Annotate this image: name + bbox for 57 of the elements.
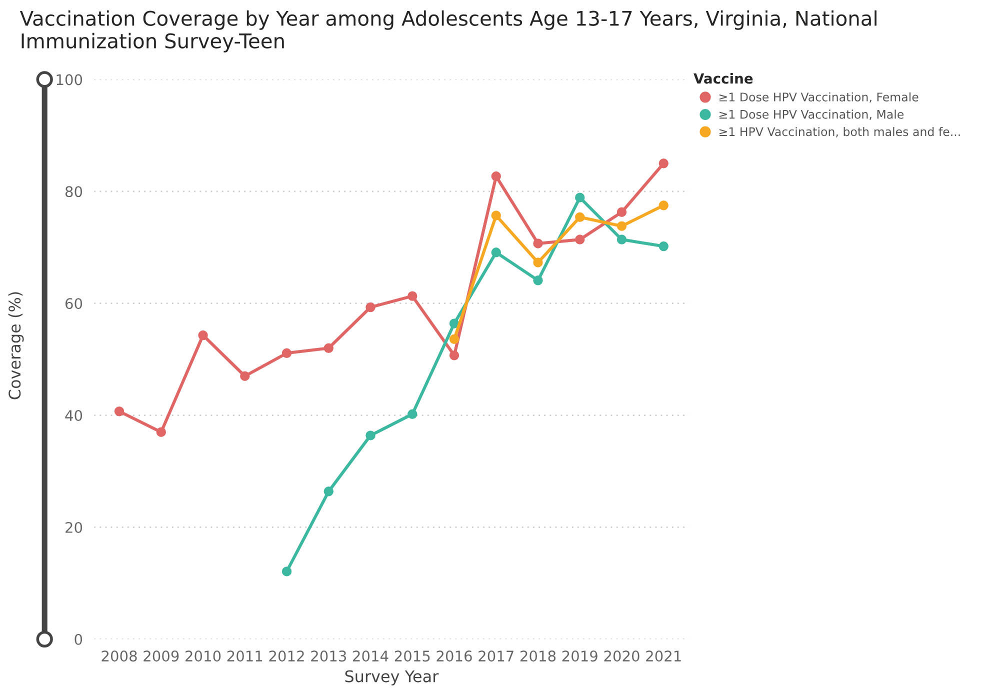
point: [658, 200, 668, 210]
x-tick-label: 2018: [520, 650, 556, 662]
point: [533, 238, 543, 248]
point: [575, 192, 585, 202]
legend-label: ≥1 Dose HPV Vaccination, Female: [720, 92, 918, 103]
point: [658, 158, 668, 168]
y-tick-label: 20: [66, 522, 82, 533]
point: [408, 291, 418, 301]
point: [366, 302, 376, 312]
point: [533, 258, 543, 268]
x-axis-title: Survey Year: [345, 670, 439, 686]
x-tick-label: 2017: [478, 650, 514, 662]
x-tick-label: 2009: [144, 650, 179, 662]
x-tick-label: 2016: [436, 650, 472, 662]
point: [240, 371, 250, 381]
point: [658, 241, 668, 252]
point: [575, 212, 585, 222]
x-tick-label: 2019: [562, 650, 598, 662]
x-tick-label: 2010: [186, 650, 221, 662]
point: [114, 406, 124, 416]
y-tick-label: 80: [65, 186, 82, 198]
point: [533, 276, 543, 286]
x-tick-label: 2012: [269, 650, 304, 662]
point: [408, 409, 418, 420]
point: [616, 207, 627, 217]
point: [491, 210, 501, 220]
x-tick-label: 2021: [646, 650, 681, 662]
point: [198, 330, 208, 340]
legend-label: ≥1 HPV Vaccination, both males and fe...: [720, 126, 960, 138]
point: [575, 234, 585, 244]
y-tick-label: 100: [56, 74, 82, 86]
x-tick-label: 2011: [227, 650, 262, 662]
x-tick-label: 2014: [353, 650, 388, 662]
x-tick-label: 2008: [102, 650, 137, 662]
legend-label: ≥1 Dose HPV Vaccination, Male: [720, 110, 904, 120]
point: [366, 430, 376, 440]
point: [324, 343, 334, 353]
y-tick-label: 0: [74, 634, 82, 645]
x-tick-label: 2020: [604, 650, 640, 662]
y-tick-label: 40: [65, 410, 82, 422]
point: [156, 427, 166, 437]
x-tick-label: 2015: [394, 650, 430, 662]
point: [282, 566, 292, 576]
point: [616, 221, 627, 231]
point: [491, 248, 501, 258]
point: [449, 334, 460, 344]
chart-title: Vaccination Coverage by Year among Adolescents Age 13-17 Years, Virginia, National Immunization Survey-Teen: [20, 10, 876, 52]
point: [491, 171, 501, 182]
y-tick-label: 60: [65, 298, 82, 310]
point: [449, 318, 460, 328]
legend-title: Vaccine: [694, 72, 753, 84]
point: [324, 486, 334, 496]
point: [449, 350, 460, 360]
point: [616, 234, 627, 244]
x-tick-label: 2013: [311, 650, 346, 662]
point: [282, 348, 292, 358]
y-axis-title: Coverage (%): [8, 292, 24, 400]
